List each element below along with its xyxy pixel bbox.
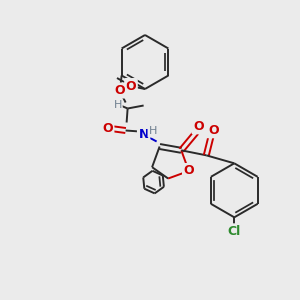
Text: O: O [193, 120, 204, 133]
Text: Cl: Cl [228, 225, 241, 238]
Text: N: N [138, 128, 149, 141]
Text: H: H [113, 100, 122, 110]
Text: O: O [208, 124, 219, 137]
Text: O: O [184, 164, 194, 178]
Text: O: O [102, 122, 113, 135]
Text: H: H [148, 127, 157, 136]
Text: O: O [126, 80, 136, 92]
Text: O: O [114, 84, 125, 97]
